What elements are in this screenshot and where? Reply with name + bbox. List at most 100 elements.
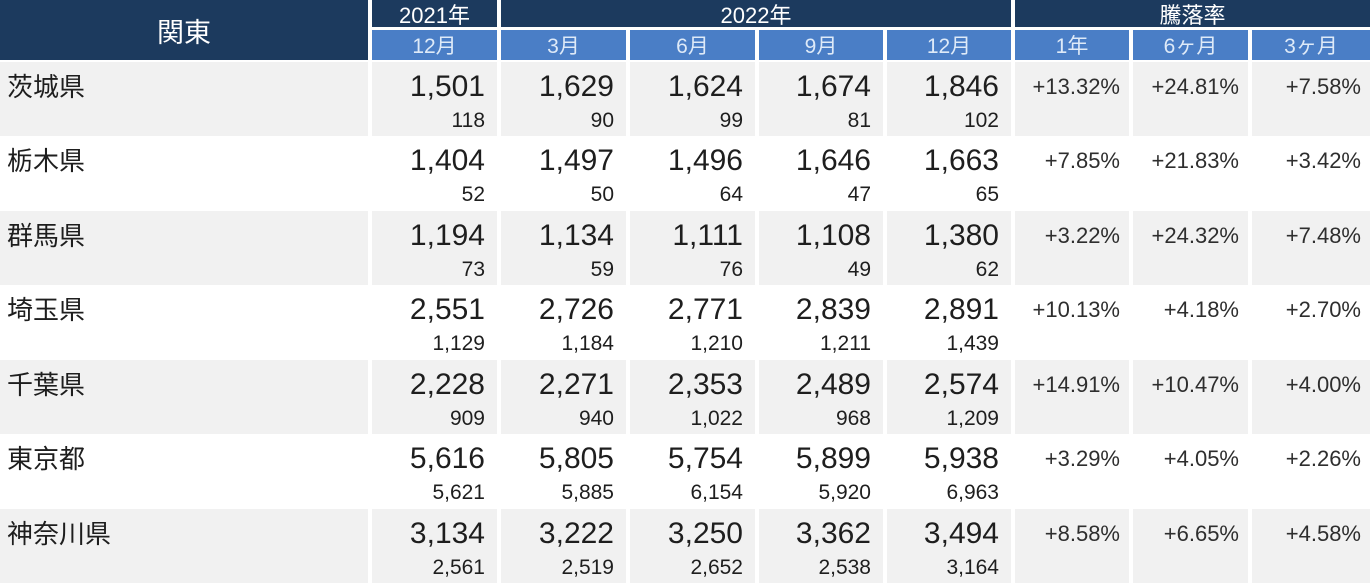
value-cell: 3,134 2,561 — [372, 508, 501, 583]
value-cell: 2,726 1,184 — [501, 285, 630, 360]
prefecture-name: 茨城県 — [0, 62, 372, 137]
value-sub: 909 — [449, 406, 485, 430]
region-header: 関東 — [0, 0, 372, 62]
value-cell: 5,938 6,963 — [887, 434, 1015, 509]
value-sub: 118 — [451, 109, 485, 132]
value-main: 3,362 — [795, 516, 871, 550]
value-main: 1,380 — [923, 218, 999, 252]
value-sub: 5,920 — [818, 481, 871, 505]
value-cell: 2,489 968 — [759, 359, 887, 435]
value-main: 3,250 — [667, 516, 743, 550]
value-main: 1,496 — [667, 144, 743, 178]
value-sub: 62 — [975, 257, 999, 281]
value-sub: 1,209 — [946, 406, 999, 430]
value-cell: 2,574 1,209 — [887, 359, 1015, 435]
col-header-2022-06: 6月 — [630, 30, 759, 62]
value-cell: 2,839 1,211 — [759, 285, 887, 360]
value-cell: 2,271 940 — [501, 359, 630, 435]
value-cell: 1,846 102 — [887, 62, 1015, 137]
value-main: 2,271 — [538, 367, 614, 401]
value-cell: 1,380 62 — [887, 210, 1015, 286]
value-sub: 1,210 — [690, 332, 743, 356]
change-cell: +3.29% — [1015, 434, 1133, 509]
value-main: 2,839 — [795, 293, 871, 327]
value-cell: 1,501 118 — [372, 62, 501, 137]
col-header-2021-12: 12月 — [372, 30, 501, 62]
value-sub: 65 — [975, 183, 999, 207]
change-cell: +3.22% — [1015, 210, 1133, 286]
value-sub: 2,538 — [818, 555, 871, 579]
change-cell: +10.47% — [1133, 359, 1252, 435]
value-main: 5,754 — [667, 442, 743, 476]
col-header-change-3m: 3ヶ月 — [1252, 30, 1370, 62]
change-cell: +7.58% — [1252, 62, 1370, 137]
value-main: 1,501 — [409, 70, 485, 103]
value-cell: 2,353 1,022 — [630, 359, 759, 435]
value-main: 5,899 — [795, 442, 871, 476]
change-rate-header: 騰落率 — [1015, 0, 1370, 30]
value-cell: 1,496 64 — [630, 136, 759, 211]
value-main: 1,629 — [538, 70, 614, 103]
value-cell: 1,134 59 — [501, 210, 630, 286]
value-main: 1,404 — [409, 144, 485, 178]
value-sub: 50 — [590, 183, 614, 207]
value-sub: 73 — [461, 257, 485, 281]
prefecture-name: 群馬県 — [0, 210, 372, 286]
value-cell: 1,646 47 — [759, 136, 887, 211]
value-cell: 1,624 99 — [630, 62, 759, 137]
value-cell: 5,616 5,621 — [372, 434, 501, 509]
change-cell: +7.85% — [1015, 136, 1133, 211]
value-sub: 81 — [847, 109, 871, 132]
col-header-2022-09: 9月 — [759, 30, 887, 62]
value-cell: 2,891 1,439 — [887, 285, 1015, 360]
value-sub: 1,022 — [690, 406, 743, 430]
value-sub: 940 — [578, 406, 614, 430]
value-main: 1,846 — [923, 70, 999, 103]
value-main: 1,624 — [667, 70, 743, 103]
change-cell: +13.32% — [1015, 62, 1133, 137]
value-main: 3,134 — [409, 516, 485, 550]
value-sub: 5,885 — [561, 481, 614, 505]
value-sub: 6,963 — [946, 481, 999, 505]
change-cell: +4.58% — [1252, 508, 1370, 583]
year-2022-header: 2022年 — [501, 0, 1015, 30]
value-sub: 1,129 — [432, 332, 485, 356]
value-sub: 102 — [963, 109, 999, 132]
value-sub: 76 — [719, 257, 743, 281]
value-cell: 1,674 81 — [759, 62, 887, 137]
value-cell: 1,497 50 — [501, 136, 630, 211]
value-sub: 1,184 — [561, 332, 614, 356]
value-main: 2,353 — [667, 367, 743, 401]
col-header-2022-12: 12月 — [887, 30, 1015, 62]
value-main: 3,494 — [923, 516, 999, 550]
value-main: 2,551 — [409, 293, 485, 327]
change-cell: +2.70% — [1252, 285, 1370, 360]
value-cell: 1,111 76 — [630, 210, 759, 286]
change-cell: +10.13% — [1015, 285, 1133, 360]
change-cell: +6.65% — [1133, 508, 1252, 583]
change-cell: +2.26% — [1252, 434, 1370, 509]
change-cell: +24.32% — [1133, 210, 1252, 286]
value-main: 1,108 — [795, 218, 871, 252]
value-cell: 3,494 3,164 — [887, 508, 1015, 583]
year-2021-header: 2021年 — [372, 0, 501, 30]
value-sub: 3,164 — [946, 555, 999, 579]
value-sub: 59 — [590, 257, 614, 281]
value-cell: 1,404 52 — [372, 136, 501, 211]
change-cell: +21.83% — [1133, 136, 1252, 211]
value-sub: 2,561 — [432, 555, 485, 579]
value-cell: 1,108 49 — [759, 210, 887, 286]
value-main: 2,726 — [538, 293, 614, 327]
change-cell: +4.18% — [1133, 285, 1252, 360]
value-main: 1,111 — [672, 218, 743, 252]
change-cell: +14.91% — [1015, 359, 1133, 435]
prefecture-name: 千葉県 — [0, 359, 372, 435]
value-sub: 47 — [847, 183, 871, 207]
value-main: 1,194 — [409, 218, 485, 252]
value-cell: 1,194 73 — [372, 210, 501, 286]
value-sub: 1,211 — [820, 332, 871, 356]
change-cell: +3.42% — [1252, 136, 1370, 211]
value-cell: 3,222 2,519 — [501, 508, 630, 583]
value-sub: 49 — [847, 257, 871, 281]
